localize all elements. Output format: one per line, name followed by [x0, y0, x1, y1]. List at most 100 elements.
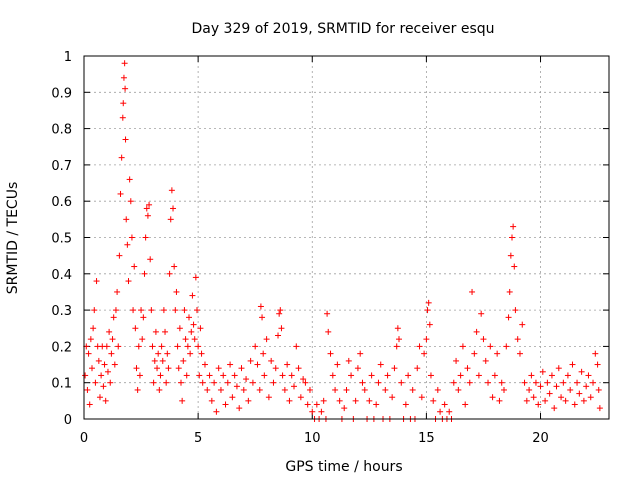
data-point [127, 198, 134, 205]
data-point [252, 343, 259, 350]
data-point [142, 234, 149, 241]
data-point [596, 405, 603, 412]
data-point [402, 401, 409, 408]
data-point [551, 405, 558, 412]
data-point [414, 365, 421, 372]
data-point [238, 365, 245, 372]
data-point [154, 365, 161, 372]
data-point [394, 325, 401, 332]
data-point [208, 397, 215, 404]
data-point [284, 361, 291, 368]
data-point [166, 270, 173, 277]
data-point [583, 383, 590, 390]
data-point [164, 350, 171, 357]
data-point [590, 379, 597, 386]
data-point [124, 241, 131, 248]
data-point [82, 372, 89, 379]
data-point [352, 397, 359, 404]
data-point [288, 372, 295, 379]
data-point [148, 307, 155, 314]
data-point [466, 379, 473, 386]
data-point [560, 379, 567, 386]
data-point [558, 394, 565, 401]
data-point [120, 74, 127, 81]
data-point [272, 365, 279, 372]
data-point [187, 350, 194, 357]
data-point [224, 379, 231, 386]
data-point [300, 376, 307, 383]
data-point [514, 336, 521, 343]
data-point [475, 372, 482, 379]
data-point [506, 288, 513, 295]
data-point [501, 386, 507, 393]
data-point [270, 379, 277, 386]
data-point [297, 394, 304, 401]
data-point [245, 397, 252, 404]
data-point [464, 365, 471, 372]
data-point [578, 368, 585, 375]
data-point [206, 372, 213, 379]
data-point [134, 386, 141, 393]
data-point [126, 176, 133, 183]
data-point [519, 321, 526, 328]
data-point [425, 299, 432, 306]
data-point [526, 386, 533, 393]
data-point [507, 252, 514, 259]
data-point [190, 321, 197, 328]
data-point [277, 307, 284, 314]
data-point [523, 397, 530, 404]
data-point [359, 379, 366, 386]
data-point [155, 350, 162, 357]
data-point [174, 343, 181, 350]
data-point [485, 379, 492, 386]
x-tick-label: 20 [532, 431, 549, 446]
data-point [453, 357, 460, 364]
data-point [176, 325, 183, 332]
data-point [544, 379, 551, 386]
data-point [122, 136, 129, 143]
data-point [405, 372, 412, 379]
data-point [220, 372, 227, 379]
data-point [393, 343, 400, 350]
data-point [115, 343, 122, 350]
data-point [103, 343, 110, 350]
data-point [85, 350, 92, 357]
chart-title: Day 329 of 2019, SRMTID for receiver esq… [191, 21, 494, 37]
data-point [418, 394, 425, 401]
data-point [537, 383, 544, 390]
data-point [332, 386, 339, 393]
data-point [217, 386, 224, 393]
y-tick-label: 0.7 [51, 159, 72, 174]
y-tick-label: 0.8 [51, 123, 72, 138]
data-point [186, 314, 192, 321]
data-point [532, 379, 539, 386]
data-point [530, 394, 537, 401]
data-point [368, 372, 375, 379]
data-point [107, 379, 114, 386]
data-point [426, 321, 433, 328]
data-point [165, 365, 172, 372]
data-point [168, 187, 175, 194]
data-point [109, 336, 116, 343]
data-point [215, 365, 222, 372]
data-point [108, 350, 115, 357]
data-point [564, 372, 571, 379]
data-point [286, 397, 293, 404]
data-point [508, 234, 515, 241]
data-point [112, 307, 119, 314]
data-point [496, 397, 503, 404]
data-point [118, 154, 125, 161]
y-tick-label: 0.1 [51, 377, 72, 392]
data-point [409, 386, 416, 393]
data-point [175, 365, 182, 372]
data-point [446, 408, 453, 415]
y-tick-label: 0.3 [51, 304, 72, 319]
data-point [213, 408, 220, 415]
data-point [125, 278, 132, 285]
data-point [93, 278, 100, 285]
data-point [295, 365, 302, 372]
data-point [152, 328, 159, 335]
data-point [247, 357, 254, 364]
data-point [309, 408, 316, 415]
data-point [521, 379, 528, 386]
